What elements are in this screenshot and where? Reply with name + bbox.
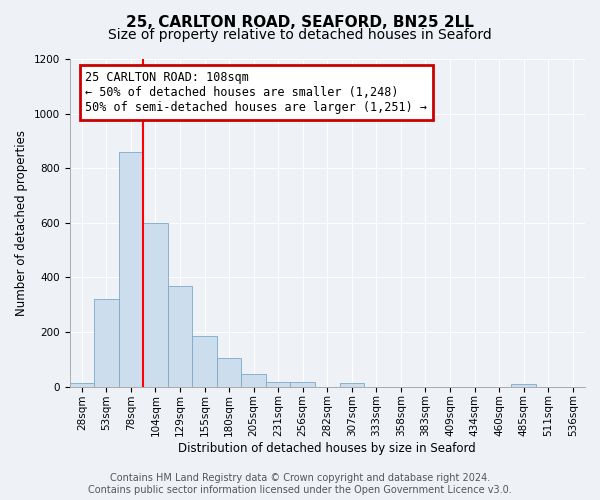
Bar [143, 223, 168, 386]
Bar [290, 382, 315, 386]
Bar [340, 382, 364, 386]
Bar [70, 384, 94, 386]
Bar [119, 152, 143, 386]
Text: 25 CARLTON ROAD: 108sqm
← 50% of detached houses are smaller (1,248)
50% of semi: 25 CARLTON ROAD: 108sqm ← 50% of detache… [85, 72, 427, 114]
Bar [217, 358, 241, 386]
Text: 25, CARLTON ROAD, SEAFORD, BN25 2LL: 25, CARLTON ROAD, SEAFORD, BN25 2LL [126, 15, 474, 30]
Bar [94, 300, 119, 386]
Bar [266, 382, 290, 386]
X-axis label: Distribution of detached houses by size in Seaford: Distribution of detached houses by size … [178, 442, 476, 455]
Text: Size of property relative to detached houses in Seaford: Size of property relative to detached ho… [108, 28, 492, 42]
Bar [511, 384, 536, 386]
Bar [192, 336, 217, 386]
Bar [168, 286, 192, 386]
Bar [241, 374, 266, 386]
Text: Contains HM Land Registry data © Crown copyright and database right 2024.
Contai: Contains HM Land Registry data © Crown c… [88, 474, 512, 495]
Y-axis label: Number of detached properties: Number of detached properties [15, 130, 28, 316]
